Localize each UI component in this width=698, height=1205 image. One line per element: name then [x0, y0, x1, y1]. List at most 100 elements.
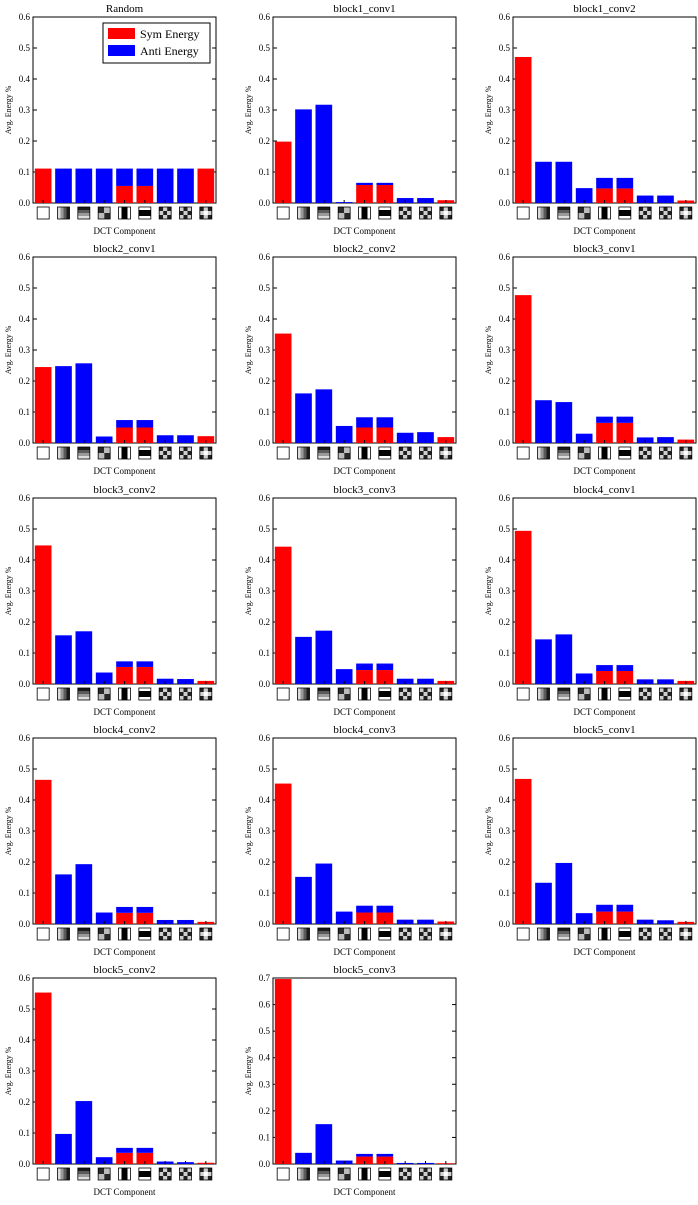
bar-anti — [335, 669, 353, 684]
dct-icon-frame — [36, 927, 50, 941]
dct-icon-cell — [643, 215, 648, 219]
dct-icon-cell — [557, 453, 570, 456]
dct-icon-cell — [399, 696, 404, 700]
bar-sym — [34, 992, 52, 1164]
dct-icon-frame — [179, 927, 192, 941]
dct-icon-cell — [403, 211, 408, 215]
dct-icon-cell — [163, 447, 168, 451]
dct-icon-cell — [399, 928, 404, 932]
dct-icon-cell — [584, 213, 591, 219]
dct-icon-cell — [344, 453, 351, 459]
y-tick-label: 0.4 — [19, 555, 31, 565]
dct-icon-cell — [419, 1176, 424, 1180]
y-tick-label: 0.3 — [499, 586, 511, 596]
dct-icon-cell — [344, 694, 351, 700]
dct-icon-frame — [439, 687, 453, 701]
dct-icon-cell — [647, 932, 652, 936]
dct-icon-cell — [557, 928, 570, 931]
dct-icon-cell — [57, 207, 61, 219]
dct-icon-cell — [683, 928, 688, 932]
dct-icon-cell — [659, 692, 664, 696]
dct-icon-cell — [403, 1176, 408, 1180]
dct-icon-cell — [618, 450, 631, 456]
dct-icon-cell — [203, 1168, 208, 1172]
y-tick-label: 0.3 — [259, 345, 271, 355]
y-tick-label: 0.1 — [499, 648, 510, 658]
dct-icon-cell — [159, 207, 164, 211]
dct-icon-cell — [317, 694, 330, 697]
dct-icon-cell — [618, 210, 631, 216]
dct-icon-cell — [667, 447, 672, 451]
dct-icon-cell — [361, 928, 368, 940]
dct-icon-cell — [643, 688, 648, 692]
dct-icon-cell — [300, 447, 304, 459]
y-tick-label: 0.6 — [259, 493, 271, 503]
dct-icon-frame — [158, 927, 172, 941]
dct-icon-frame — [398, 446, 412, 460]
panel: block3_conv1 0.0 0.1 0.2 0.3 0.4 0.5 0.6 Avg. En… — [484, 243, 697, 476]
bar-anti — [95, 168, 113, 203]
y-tick-label: 0.3 — [19, 826, 31, 836]
dct-icon-cell — [679, 936, 684, 940]
dct-icon-cell — [77, 1177, 90, 1180]
bar-sym — [376, 185, 394, 203]
bar-anti — [616, 904, 634, 912]
dct-icon-cell — [439, 211, 444, 215]
dct-icon-cell — [667, 455, 672, 459]
dct-icon-cell — [187, 932, 192, 936]
dct-icon-cell — [57, 688, 61, 700]
dct-icon-cell — [427, 207, 432, 211]
dct-icon-frame — [516, 206, 530, 220]
dct-icon-cell — [167, 207, 172, 211]
dct-icon-cell — [297, 207, 301, 219]
bar-anti — [295, 1152, 312, 1164]
dct-icon-cell — [399, 207, 404, 211]
dct-icon-cell — [407, 447, 412, 451]
dct-icon-cell — [63, 928, 67, 940]
bar-anti — [596, 904, 613, 912]
dct-icon-cell — [199, 692, 204, 696]
dct-icon-cell — [667, 932, 672, 936]
dct-icon-cell — [659, 451, 664, 455]
bar-anti — [356, 182, 373, 186]
dct-icon-cell — [419, 932, 424, 936]
dct-icon-cell — [207, 455, 212, 459]
dct-icon-cell — [639, 451, 644, 455]
bar-sym — [596, 911, 613, 924]
dct-icon-cell — [207, 928, 212, 932]
dct-icon-cell — [77, 1171, 90, 1174]
dct-icon-cell — [403, 1172, 408, 1176]
y-tick-label: 0.2 — [499, 376, 510, 386]
dct-icon-cell — [207, 692, 212, 696]
dct-icon-cell — [399, 936, 404, 940]
y-axis-label: Avg. Energy % — [484, 806, 493, 855]
dct-icon-cell — [338, 453, 345, 459]
panel: block4_conv2 0.0 0.1 0.2 0.3 0.4 0.5 0.6 Avg. En… — [4, 724, 217, 957]
dct-icon-cell — [427, 692, 432, 696]
y-tick-label: 0.1 — [259, 648, 270, 658]
bar-sym — [136, 185, 154, 203]
dct-icon-cell — [77, 697, 90, 700]
dct-icon-cell — [199, 207, 204, 211]
dct-icon-frame — [537, 446, 550, 460]
dct-icon-cell — [187, 688, 192, 692]
dct-icon-cell — [447, 692, 452, 696]
dct-icon-cell — [183, 215, 188, 219]
dct-icon-frame — [199, 446, 213, 460]
y-tick-label: 0.1 — [19, 167, 30, 177]
bar-sym — [356, 185, 373, 203]
dct-icon-frame — [77, 927, 91, 941]
dct-icon-frame — [516, 927, 530, 941]
dct-icon-cell — [179, 211, 184, 215]
dct-icon-cell — [207, 1172, 212, 1176]
x-axis-label: DCT Component — [333, 947, 396, 957]
dct-icon-cell — [121, 447, 128, 459]
dct-icon-cell — [207, 447, 212, 451]
dct-icon-cell — [687, 692, 692, 696]
dct-icon-cell — [207, 451, 212, 455]
dct-icon-cell — [439, 696, 444, 700]
dct-icon-cell — [159, 447, 164, 451]
dct-icon-cell — [207, 211, 212, 215]
dct-icon-cell — [687, 936, 692, 940]
dct-icon-cell — [407, 1176, 412, 1180]
